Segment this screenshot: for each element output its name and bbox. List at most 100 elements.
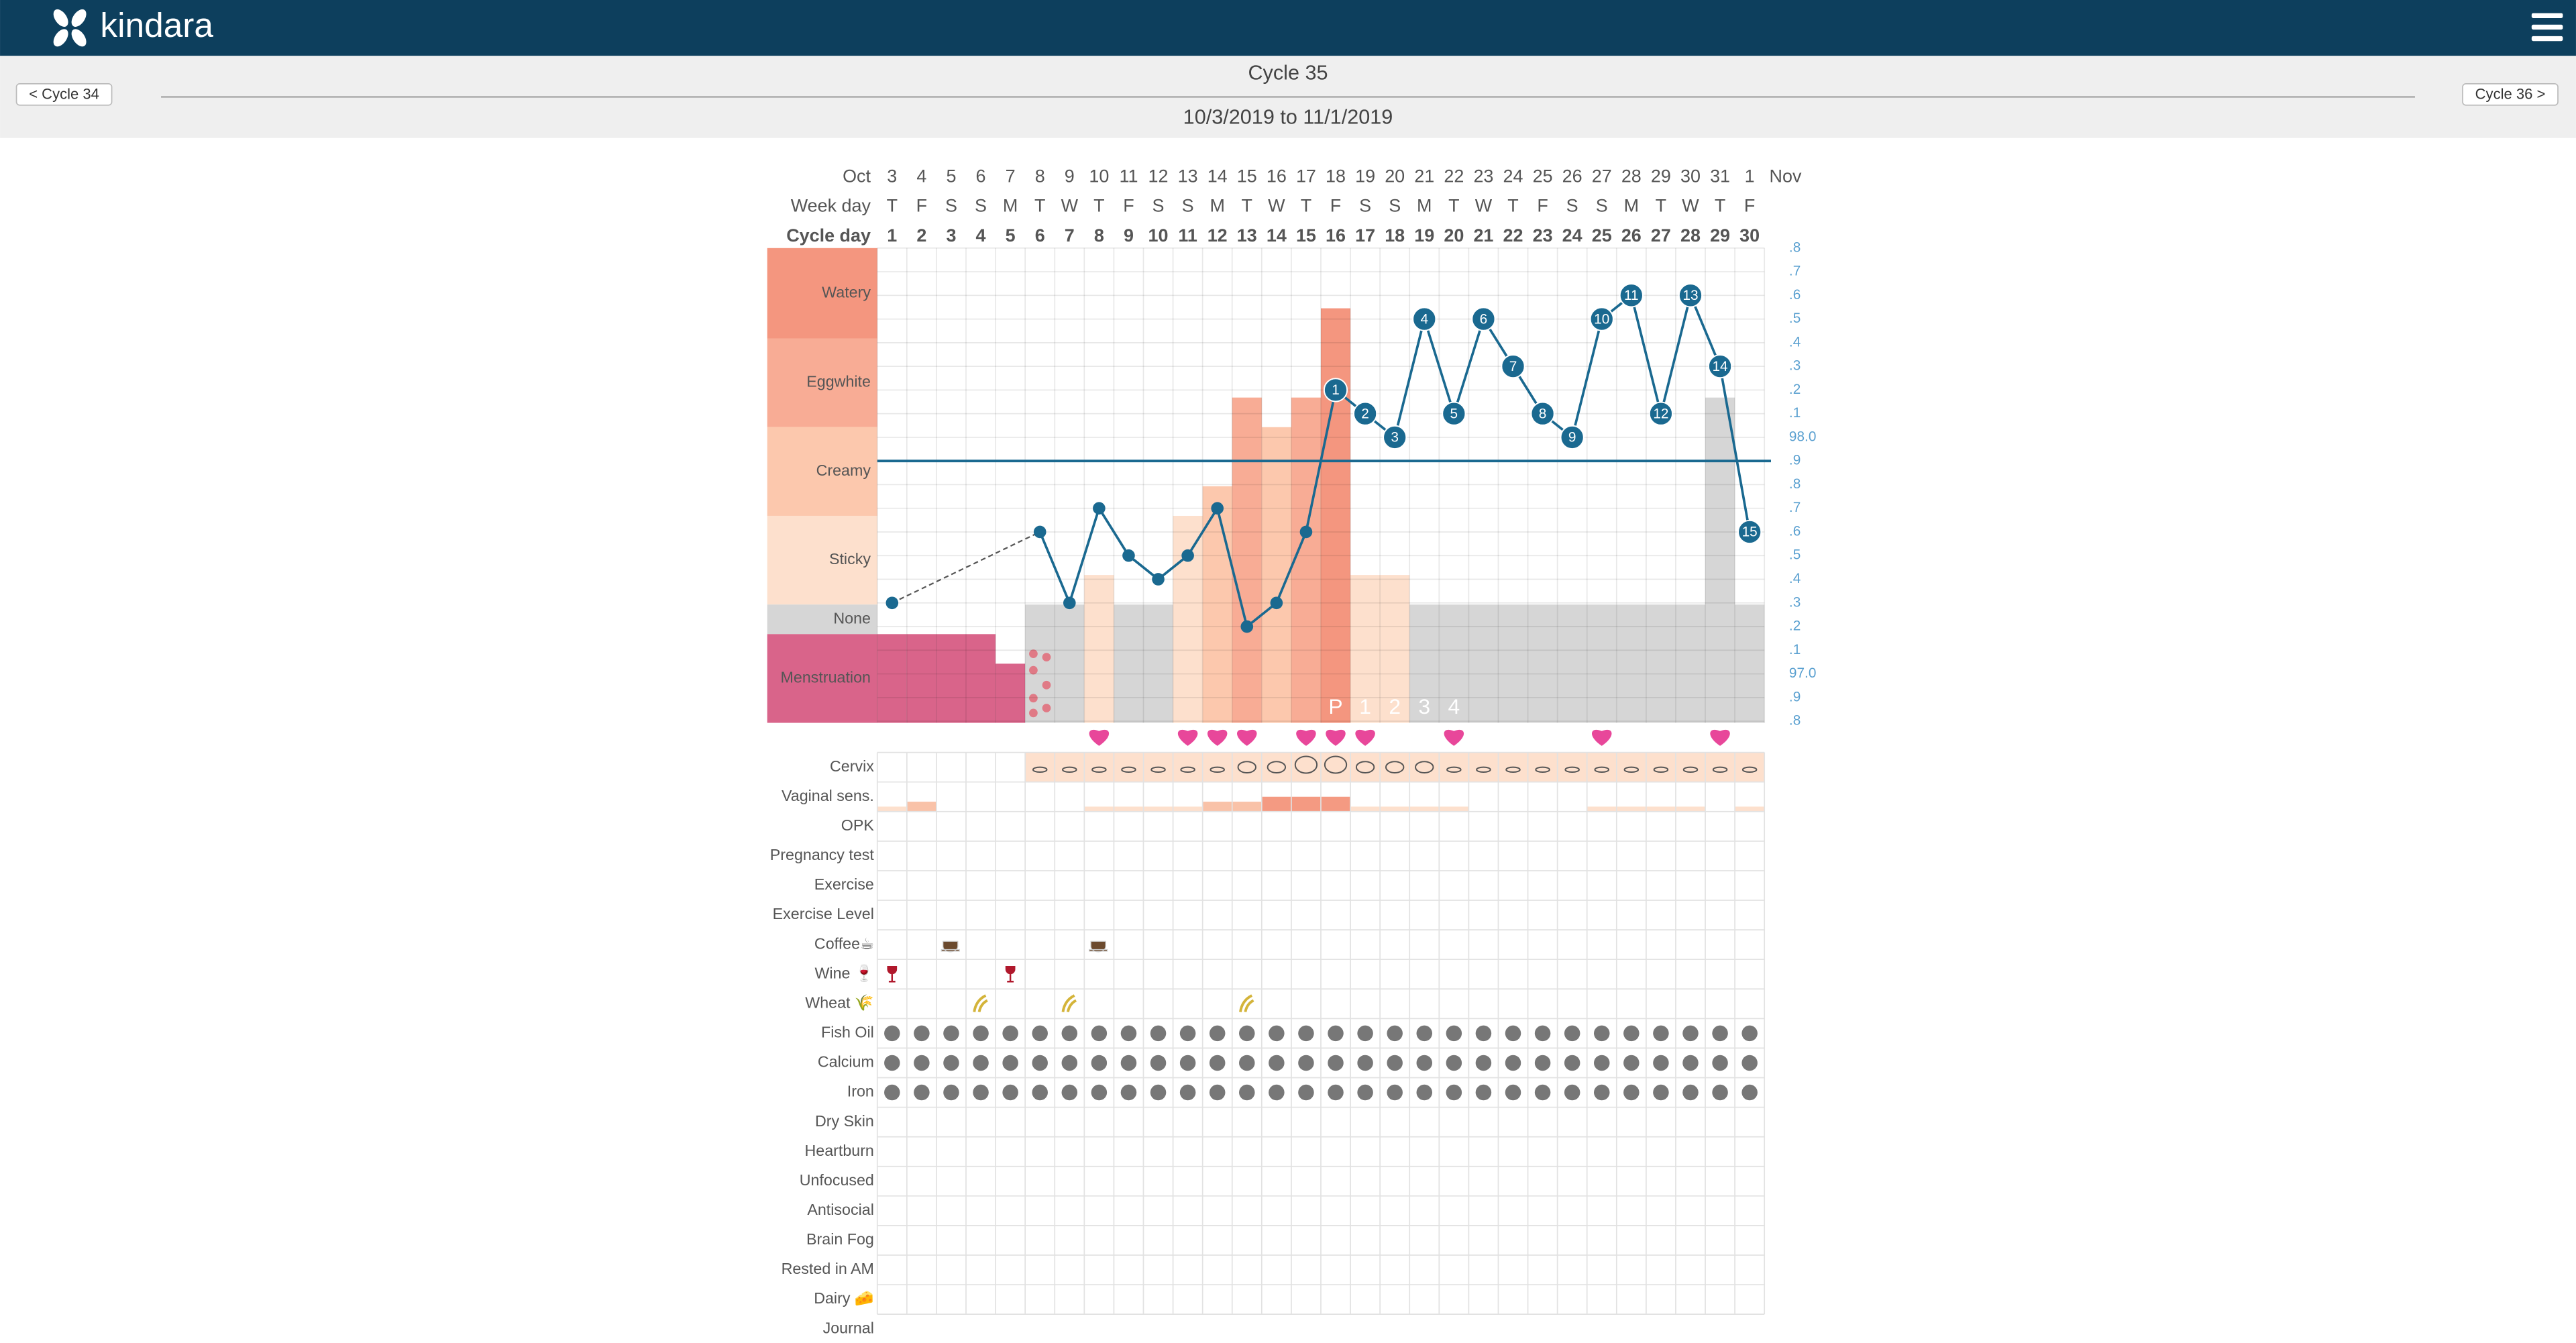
prev-button-box[interactable]	[15, 83, 113, 106]
supplement-dot	[1328, 1025, 1344, 1042]
supplement-dot	[1741, 1025, 1758, 1042]
fluid-bar	[1291, 397, 1321, 723]
intercourse-heart	[1444, 729, 1464, 746]
date-label: 13	[1178, 166, 1198, 186]
coffee-icon	[1089, 941, 1108, 953]
temp-point	[1240, 620, 1254, 633]
cervix-cell	[1261, 752, 1291, 782]
weekday-label: S	[1359, 196, 1371, 216]
supplement-dot	[1564, 1084, 1580, 1101]
supplement-dot	[1416, 1055, 1433, 1071]
supplement-dot	[884, 1084, 900, 1101]
temp-point	[1152, 573, 1165, 586]
supplement-dot	[1505, 1025, 1521, 1042]
end-month-label: Nov	[1770, 166, 1802, 186]
temp-point	[1619, 283, 1644, 308]
sensation-bar	[1616, 806, 1646, 812]
fluid-bar	[1646, 604, 1676, 723]
date-label: 15	[1237, 166, 1257, 186]
prev-button-label[interactable]: < Cycle 34	[29, 85, 99, 102]
cervix-mark	[1741, 766, 1758, 773]
temp-tick-label: .5	[1789, 311, 1801, 326]
sensation-bar	[1735, 806, 1765, 812]
temp-tick-label: .7	[1789, 264, 1801, 279]
row-label: Wine 🍷	[814, 963, 873, 982]
date-label: 17	[1296, 166, 1316, 186]
cervix-mark	[1505, 766, 1521, 773]
brand[interactable]: kindara	[100, 5, 213, 44]
supplement-dot	[1357, 1025, 1373, 1042]
next-button-box[interactable]	[2462, 83, 2559, 106]
supplement-dot	[884, 1055, 900, 1071]
cycle-day-label: 19	[1414, 225, 1434, 246]
cervix-mark	[1237, 761, 1256, 773]
supplement-dot	[1239, 1084, 1255, 1101]
temp-point	[1678, 283, 1703, 308]
supplement-dot	[1002, 1084, 1018, 1101]
fluid-bar	[1409, 604, 1440, 723]
cervix-mark	[1150, 766, 1166, 773]
supplement-dot	[1179, 1084, 1196, 1101]
menu-button[interactable]	[2531, 13, 2563, 42]
temp-tick-label: 97.0	[1789, 665, 1816, 681]
row-label: Pregnancy test	[770, 846, 875, 863]
sensation-bar	[906, 802, 936, 812]
cycle-day-title: Cycle day	[786, 225, 871, 246]
cycle-day-label: 21	[1473, 225, 1493, 246]
sensation-bar	[1084, 806, 1114, 812]
supplement-dot	[1682, 1025, 1699, 1042]
temp-point	[1560, 425, 1585, 450]
fluid-bar	[936, 634, 967, 723]
supplement-dot	[1091, 1084, 1108, 1101]
cycle-day-label: 10	[1148, 225, 1169, 246]
cycle-day-label: 16	[1326, 225, 1346, 246]
fluid-band-label: Sticky	[829, 550, 871, 568]
fluid-band	[767, 338, 877, 427]
weekday-label: W	[1061, 196, 1079, 216]
supplement-dot	[1120, 1055, 1137, 1071]
supplement-dot	[1505, 1084, 1521, 1101]
fluid-bar	[1380, 575, 1410, 723]
supplement-dot	[1002, 1055, 1018, 1071]
next-button-label[interactable]: Cycle 36 >	[2475, 85, 2546, 102]
row-label: Heartburn	[804, 1142, 873, 1159]
supplement-dot	[1269, 1025, 1285, 1042]
cycle-day-label: 22	[1503, 225, 1523, 246]
supplement-dot	[1061, 1025, 1078, 1042]
intercourse-heart	[1207, 729, 1228, 746]
intercourse-heart	[1326, 729, 1346, 746]
fluid-bar	[966, 634, 996, 723]
supplement-dot	[1593, 1025, 1610, 1042]
temp-tick-label: .4	[1789, 334, 1801, 350]
weekday-label: S	[1596, 196, 1608, 216]
peak-label: 2	[1389, 694, 1401, 718]
supplement-dot	[1682, 1084, 1699, 1101]
temp-tick-label: .3	[1789, 358, 1801, 374]
sensation-bar	[877, 806, 907, 812]
temp-point	[1299, 525, 1313, 539]
cycle-day-label: 23	[1533, 225, 1553, 246]
weekday-label: F	[1537, 196, 1548, 216]
row-label: Exercise Level	[773, 905, 874, 922]
weekday-label: T	[1034, 196, 1045, 216]
supplement-dot	[973, 1055, 989, 1071]
sensation-bar	[1202, 802, 1232, 812]
row-label: Vaginal sens.	[782, 787, 874, 804]
date-label: 11	[1119, 166, 1138, 186]
logo-icon	[53, 9, 87, 47]
row-label: Calcium	[818, 1053, 874, 1071]
fluid-band	[767, 427, 877, 516]
cycle-day-label: 18	[1385, 225, 1405, 246]
fluid-bar	[1675, 604, 1706, 723]
cervix-mark	[1623, 766, 1640, 773]
prev-button[interactable]: < Cycle 34	[15, 83, 113, 106]
weekday-label: T	[1448, 196, 1459, 216]
temp-tick-label: .4	[1789, 571, 1801, 586]
cervix-mark	[1294, 755, 1318, 774]
temp-tick-label: .6	[1789, 287, 1801, 303]
weekday-label: S	[1389, 196, 1401, 216]
row-label: Dairy 🧀	[814, 1289, 874, 1307]
supplement-dot	[1091, 1055, 1108, 1071]
next-button[interactable]: Cycle 36 >	[2462, 83, 2559, 106]
row-label: Iron	[847, 1083, 874, 1100]
